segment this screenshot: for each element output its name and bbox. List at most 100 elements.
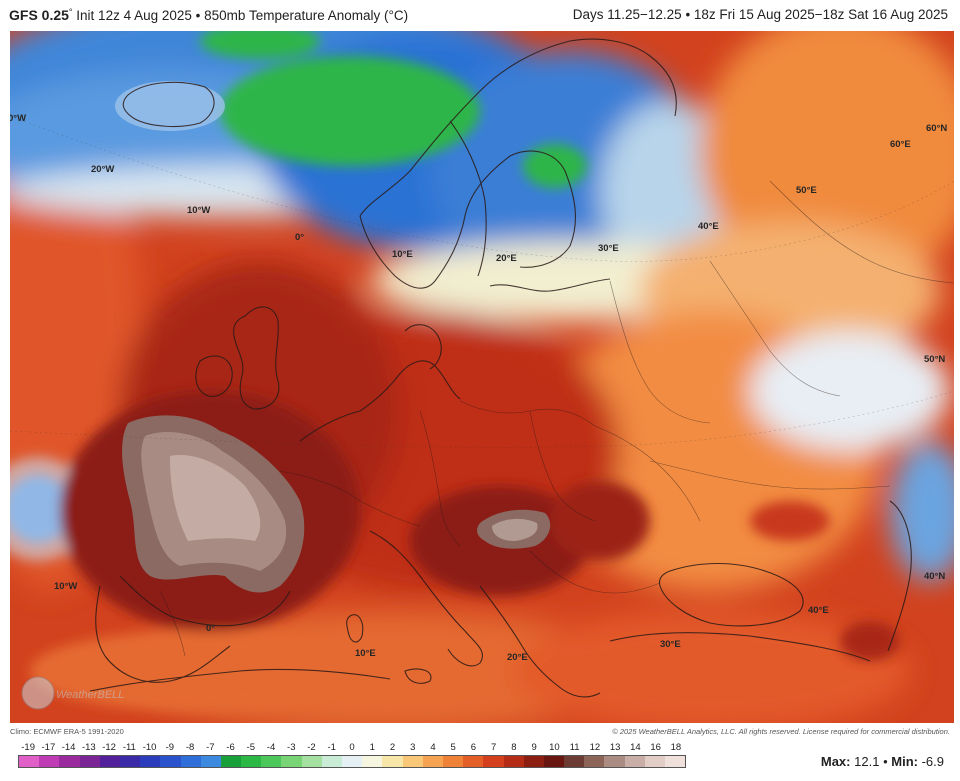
colorbar-swatch (59, 756, 80, 767)
svg-text:WeatherBELL: WeatherBELL (56, 689, 124, 701)
colorbar-swatch (180, 756, 201, 767)
colorbar-tick-label: 7 (491, 742, 497, 753)
model-degree: ° (68, 7, 73, 17)
colorbar-swatch (665, 756, 686, 767)
colorbar (18, 755, 686, 768)
colorbar-swatch (19, 756, 40, 767)
colorbar-tick-label: 16 (650, 742, 661, 753)
label-lon-0-top: 0° (295, 232, 305, 243)
colorbar-tick-label: -9 (165, 742, 175, 753)
label-lon-30e-top: 30°E (598, 243, 619, 254)
label-lat-40n: 40°N (924, 571, 946, 582)
label-lon-40e-bottom: 40°E (808, 605, 829, 616)
colorbar-tick-label: -19 (21, 742, 35, 753)
colorbar-tick-label: 18 (670, 742, 682, 753)
colorbar-tick-label: 2 (389, 742, 396, 753)
max-value: 12.1 (854, 754, 880, 769)
map-header: GFS 0.25° Init 12z 4 Aug 2025 • 850mb Te… (0, 0, 960, 30)
colorbar-swatch (503, 756, 524, 767)
colorbar-swatch (261, 756, 282, 767)
max-min-stats: Max: 12.1 • Min: -6.9 (821, 754, 944, 769)
colorbar-swatch (160, 756, 181, 767)
colorbar-tick-label: 1 (369, 742, 375, 753)
colorbar-swatch (644, 756, 665, 767)
colorbar-swatch (321, 756, 342, 767)
label-lon-20e-top: 20°E (496, 253, 517, 264)
label-lon-50e-top: 50°E (796, 185, 817, 196)
colorbar-tick-label: -3 (287, 742, 296, 753)
header-model-info: GFS 0.25° Init 12z 4 Aug 2025 • 850mb Te… (9, 7, 408, 23)
label-lat-50n: 50°N (924, 354, 946, 365)
colorbar-swatch (422, 756, 443, 767)
colorbar-swatch (281, 756, 302, 767)
label-lon-30w: 0°W (10, 113, 27, 124)
colorbar-swatch (140, 756, 161, 767)
colorbar-swatch (483, 756, 504, 767)
colorbar-swatch (382, 756, 403, 767)
colorbar-swatch (523, 756, 544, 767)
product-name: 850mb Temperature Anomaly (°C) (204, 8, 409, 23)
colorbar-tick-label: 0 (349, 742, 355, 753)
colorbar-tick-label: -2 (307, 742, 316, 753)
colorbar-swatch (402, 756, 423, 767)
init-time: Init 12z 4 Aug 2025 (76, 8, 192, 23)
colorbar-tick-label: 9 (531, 742, 537, 753)
colorbar-tick-label: -4 (266, 742, 276, 753)
colorbar-swatch (119, 756, 141, 767)
colorbar-swatch (99, 756, 120, 767)
colorbar-swatch (220, 756, 242, 767)
valid-time: Days 11.25−12.25 • 18z Fri 15 Aug 2025−1… (572, 7, 948, 22)
colorbar-swatch (584, 756, 605, 767)
label-lon-10w-top: 10°W (187, 205, 211, 216)
min-label: Min: (891, 754, 918, 769)
colorbar-swatch (301, 756, 322, 767)
anomaly-map: WeatherBELL 0°W 20°W 10°W 0° 10°E 20°E 3… (10, 31, 954, 723)
colorbar-tick-label: 11 (569, 742, 580, 753)
max-label: Max: (820, 754, 851, 769)
colorbar-swatch (200, 756, 221, 767)
colorbar-tick-label: -7 (206, 742, 215, 753)
label-lon-10e-bottom: 10°E (355, 648, 376, 659)
colorbar-swatch (564, 756, 585, 767)
colorbar-swatch (79, 756, 100, 767)
header-separator: • (195, 8, 201, 23)
colorbar-tick-label: -12 (102, 742, 116, 753)
label-lat-60n: 60°N (926, 123, 948, 134)
colorbar-tick-label: 10 (549, 742, 560, 753)
label-lon-10e-top: 10°E (392, 249, 413, 260)
colorbar-tick-label: -8 (185, 742, 195, 753)
stat-separator: • (883, 754, 888, 769)
colorbar-swatch (241, 756, 262, 767)
colorbar-tick-label: 8 (511, 742, 517, 753)
min-value: -6.9 (921, 754, 944, 769)
colorbar-tick-label: -14 (61, 742, 76, 753)
label-lon-20e-bottom: 20°E (507, 652, 528, 663)
colorbar-tick-labels: -19 -17 -14 -13 -12 -11 -10 -9 -8 -7 -6 -5 -4 -3 -2 -1 0… (18, 742, 686, 754)
colorbar-swatch (624, 756, 645, 767)
colorbar-swatch (442, 756, 464, 767)
climo-credit: Climo: ECMWF ERA-5 1991-2020 (10, 727, 124, 736)
copyright-credit: © 2025 WeatherBELL Analytics, LLC. All r… (612, 727, 950, 736)
colorbar-tick-label: -5 (246, 742, 256, 753)
colorbar-tick-label: -11 (122, 742, 136, 753)
colorbar-tick-label: -17 (41, 742, 56, 753)
label-lon-30e-bottom: 30°E (660, 639, 681, 650)
label-lon-40e-top: 40°E (698, 221, 719, 232)
colorbar-tick-label: 3 (410, 742, 416, 753)
label-lon-20w: 20°W (91, 164, 115, 175)
colorbar-tick-label: -6 (226, 742, 235, 753)
model-name: GFS 0.25 (9, 7, 69, 23)
colorbar-tick-label: -13 (81, 742, 96, 753)
colorbar-swatch (604, 756, 625, 767)
colorbar-tick-label: -1 (327, 742, 336, 753)
label-lon-60e: 60°E (890, 139, 911, 150)
colorbar-tick-label: 5 (450, 742, 456, 753)
colorbar-tick-label: 14 (630, 742, 641, 753)
colorbar-tick-label: -10 (142, 742, 157, 753)
colorbar-swatch (362, 756, 383, 767)
colorbar-swatch (543, 756, 565, 767)
colorbar-tick-label: 13 (609, 742, 621, 753)
colorbar-swatch (463, 756, 484, 767)
label-lon-10w-bottom: 10°W (54, 581, 78, 592)
colorbar-swatch (39, 756, 60, 767)
